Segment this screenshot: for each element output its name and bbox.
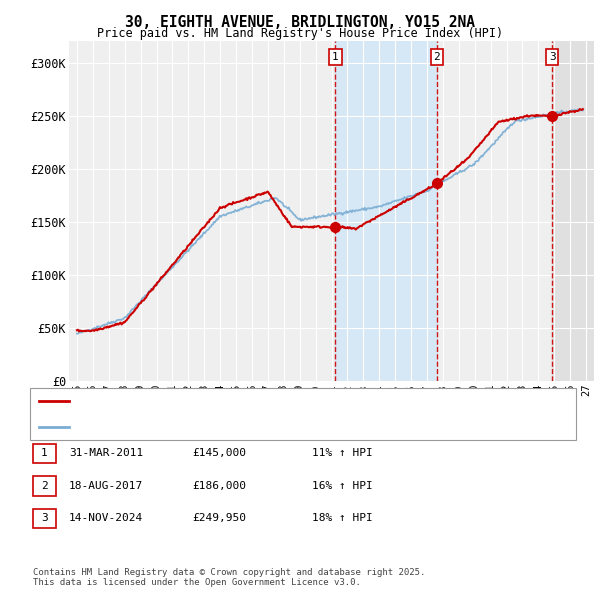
Text: £145,000: £145,000: [192, 448, 246, 458]
Text: 11% ↑ HPI: 11% ↑ HPI: [312, 448, 373, 458]
Text: 14-NOV-2024: 14-NOV-2024: [69, 513, 143, 523]
Text: 18-AUG-2017: 18-AUG-2017: [69, 481, 143, 491]
Text: £186,000: £186,000: [192, 481, 246, 491]
Text: Contains HM Land Registry data © Crown copyright and database right 2025.
This d: Contains HM Land Registry data © Crown c…: [33, 568, 425, 587]
Bar: [552, 41, 600, 381]
Text: HPI: Average price, semi-detached house, East Riding of Yorkshire: HPI: Average price, semi-detached house,…: [75, 422, 465, 431]
Text: 18% ↑ HPI: 18% ↑ HPI: [312, 513, 373, 523]
Text: 16% ↑ HPI: 16% ↑ HPI: [312, 481, 373, 491]
Text: 1: 1: [41, 448, 48, 458]
Text: 3: 3: [549, 52, 556, 62]
Text: 1: 1: [332, 52, 339, 62]
Text: Price paid vs. HM Land Registry's House Price Index (HPI): Price paid vs. HM Land Registry's House …: [97, 27, 503, 40]
Text: 2: 2: [41, 481, 48, 491]
Text: 3: 3: [41, 513, 48, 523]
Text: 30, EIGHTH AVENUE, BRIDLINGTON, YO15 2NA: 30, EIGHTH AVENUE, BRIDLINGTON, YO15 2NA: [125, 15, 475, 30]
Text: 30, EIGHTH AVENUE, BRIDLINGTON, YO15 2NA (semi-detached house): 30, EIGHTH AVENUE, BRIDLINGTON, YO15 2NA…: [75, 396, 447, 406]
Text: 31-MAR-2011: 31-MAR-2011: [69, 448, 143, 458]
Bar: [552, 41, 600, 381]
Text: £249,950: £249,950: [192, 513, 246, 523]
Text: 2: 2: [434, 52, 440, 62]
Bar: [335, 41, 437, 381]
